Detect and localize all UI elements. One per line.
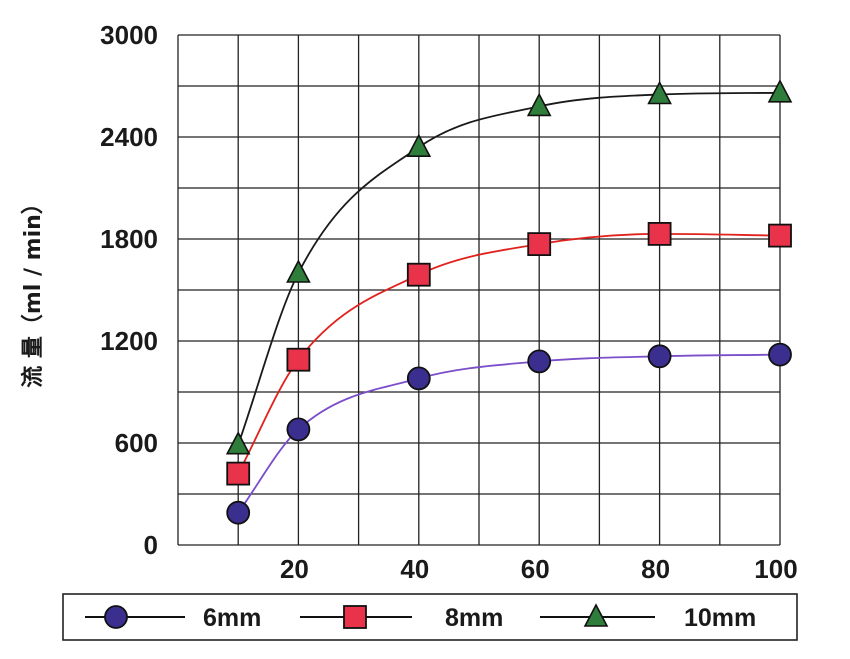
data-point-10mm [526,92,552,117]
x-tick-label: 100 [754,554,797,584]
data-point-6mm [527,349,552,374]
legend-marker-8mm [343,605,367,629]
y-axis-label: 流 量（ml / min） [20,192,46,388]
data-point-10mm [406,133,432,157]
y-tick-label: 3000 [100,20,158,50]
data-point-6mm [768,342,792,367]
series-layer [237,91,781,514]
legend: 6mm 8mm 10mm [62,593,798,641]
axes: 0 600 1200 1800 2400 3000 20 40 60 80 100 [100,20,798,584]
y-tick-label: 2400 [100,122,158,152]
legend-marker-6mm [104,605,128,629]
data-point-6mm [647,344,672,369]
series-line-6mm [237,353,781,514]
data-point-8mm [527,232,552,257]
legend-marker-10mm [583,603,609,627]
data-point-6mm [406,366,431,391]
data-point-6mm [226,500,251,525]
data-point-8mm [286,347,311,372]
x-tick-label: 40 [400,554,429,584]
legend-label-6mm: 6mm [203,604,261,632]
series-line-8mm [237,232,781,475]
data-point-8mm [406,262,431,287]
x-tick-label: 80 [641,554,670,584]
data-point-6mm [286,417,311,442]
legend-label-10mm: 10mm [684,604,756,632]
data-point-8mm [226,461,251,486]
data-point-8mm [768,223,792,248]
x-tick-label: 60 [521,554,550,584]
y-tick-label: 1200 [100,326,158,356]
y-tick-label: 0 [144,530,158,560]
legend-label-8mm: 8mm [445,604,503,632]
y-tick-label: 1800 [100,224,158,254]
y-tick-label: 600 [115,428,158,458]
marker-layer [225,79,793,525]
data-point-8mm [647,221,672,246]
data-point-10mm [647,80,672,105]
data-point-10mm [767,79,793,103]
data-point-10mm [286,259,311,283]
x-tick-label: 20 [280,554,309,584]
legend-box [62,593,798,641]
data-point-10mm [225,430,251,455]
